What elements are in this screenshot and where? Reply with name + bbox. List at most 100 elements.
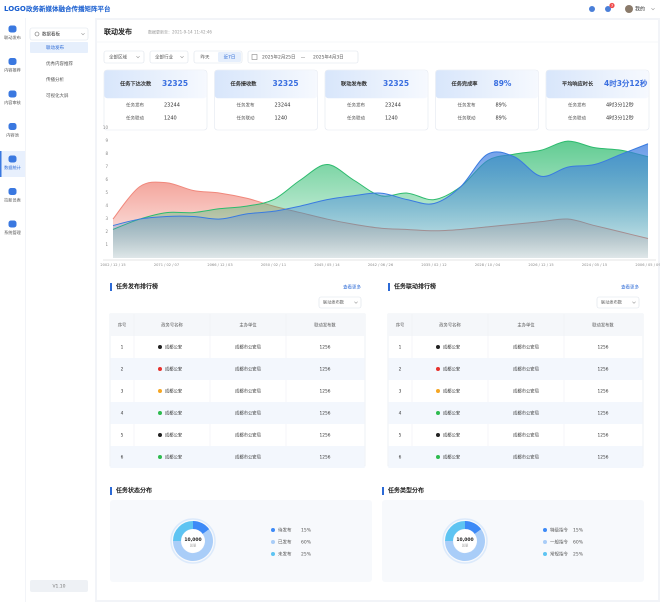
- account-name[interactable]: 成都公安: [443, 410, 461, 417]
- sidebar-icon[interactable]: [8, 155, 17, 163]
- sidebar-item[interactable]: 内容池: [6, 132, 19, 139]
- account-name[interactable]: 成都公安: [443, 344, 461, 351]
- account-name[interactable]: 成都公安: [443, 388, 461, 395]
- legend-value: 25%: [301, 552, 312, 558]
- sidebar-icon[interactable]: [8, 90, 17, 98]
- table-head: 序号: [118, 322, 127, 329]
- donut-slice: [192, 521, 210, 535]
- platform-icon: [158, 433, 162, 437]
- filter-week[interactable]: 近7日: [224, 54, 236, 61]
- rank: 1: [121, 345, 124, 351]
- table-row-bg: [388, 446, 643, 468]
- account-name[interactable]: 成都公安: [165, 388, 183, 395]
- kpi-row-label: 任务联动: [347, 115, 365, 122]
- icon-screen[interactable]: [589, 6, 595, 12]
- sidebar-icon[interactable]: [8, 25, 17, 33]
- sort-select[interactable]: [596, 296, 640, 309]
- chevron: [354, 301, 358, 304]
- platform-icon: [158, 411, 162, 415]
- sidebar-item[interactable]: 联动发布: [4, 34, 21, 41]
- submenu: [26, 18, 95, 602]
- sidebar-item[interactable]: 拉新员表: [4, 197, 22, 204]
- publish-count: 1256: [320, 367, 331, 373]
- account-name[interactable]: 成都公安: [165, 432, 183, 439]
- publish-count: 1256: [320, 345, 331, 351]
- sidebar-icon[interactable]: [8, 123, 17, 130]
- kpi-value: 4时3分12秒: [604, 78, 648, 88]
- filter-box[interactable]: [247, 50, 359, 64]
- y-tick-label: 9: [105, 138, 108, 143]
- submenu-item[interactable]: 优秀内容推荐: [46, 60, 73, 67]
- platform-icon: [436, 455, 440, 459]
- avatar[interactable]: [625, 5, 633, 13]
- filter-week-selected[interactable]: [218, 52, 241, 62]
- version: V1.10: [52, 584, 65, 590]
- sidebar-item[interactable]: 内容推荐: [4, 67, 21, 74]
- date-start: 2025年2月25日: [262, 54, 296, 61]
- legend-value: 60%: [301, 540, 312, 546]
- rank: 6: [399, 455, 402, 461]
- submenu-item[interactable]: 传播分析: [46, 76, 64, 83]
- donut-total: 10,000: [456, 537, 473, 543]
- account-name[interactable]: 成都公安: [443, 454, 461, 461]
- sidebar-icon[interactable]: [8, 188, 17, 195]
- ranking-title: 任务联动排行榜: [393, 283, 436, 291]
- sidebar: [0, 18, 25, 602]
- rank: 6: [121, 455, 124, 461]
- sidebar-icon[interactable]: [8, 220, 17, 228]
- donut-total-label: 总量: [462, 543, 469, 548]
- platform-icon: [436, 367, 440, 371]
- view-more[interactable]: 查看更多: [621, 284, 639, 291]
- kpi-row-value: 23244: [164, 103, 180, 109]
- sidebar-icon[interactable]: [8, 58, 17, 65]
- platform-icon: [158, 367, 162, 371]
- submenu-title: 数据看板: [42, 31, 60, 38]
- section-bar: [388, 283, 390, 291]
- organization: 成都市公安局: [513, 344, 539, 351]
- filter-box[interactable]: [103, 50, 145, 64]
- sort-select[interactable]: [318, 296, 362, 309]
- account-name[interactable]: 成都公安: [165, 344, 183, 351]
- filter-region: 全部区域: [109, 54, 127, 61]
- publish-count: 1256: [598, 345, 609, 351]
- version-box: [30, 580, 88, 592]
- account-name[interactable]: 成都公安: [165, 454, 183, 461]
- section-title: 任务状态分布: [115, 487, 152, 495]
- donut-slice: [173, 521, 194, 542]
- publish-count: 1256: [598, 389, 609, 395]
- view-more[interactable]: 查看更多: [343, 284, 361, 291]
- table: [109, 313, 366, 467]
- sidebar-item[interactable]: 数据统计: [4, 164, 21, 171]
- filter-yesterday[interactable]: 昨天: [201, 54, 210, 61]
- organization: 成都市公安局: [513, 410, 539, 417]
- kpi-card-head: [325, 70, 428, 99]
- x-tick-label: 2035 / 02 / 12: [421, 263, 446, 267]
- rank: 3: [399, 389, 402, 395]
- account-name[interactable]: 成都公安: [165, 410, 183, 417]
- account-name[interactable]: 成都公安: [443, 432, 461, 439]
- submenu-item[interactable]: 可视化大屏: [46, 92, 69, 99]
- legend-dot: [543, 552, 547, 556]
- updated-at: 数据更新至：2021-9-14 11:42:46: [148, 29, 212, 35]
- account-name[interactable]: 成都公安: [165, 366, 183, 373]
- chevron: [136, 55, 140, 59]
- x-tick-label: 2042 / 06 / 26: [368, 263, 394, 267]
- sidebar-item[interactable]: 系统管理: [4, 229, 22, 236]
- kpi-row-value: 4时3分12秒: [606, 102, 634, 109]
- account-name[interactable]: 成都公安: [443, 366, 461, 373]
- y-tick-label: 7: [105, 164, 108, 169]
- user-name[interactable]: 我的: [635, 6, 645, 13]
- x-tick-label: 2002 / 12 / 15: [100, 263, 125, 267]
- kpi-row-label: 任务联动: [568, 115, 586, 122]
- organization: 成都市公安局: [235, 410, 261, 417]
- sidebar-active-bar: [0, 151, 2, 177]
- icon-bell[interactable]: [605, 6, 611, 12]
- sidebar-item[interactable]: 内容审核: [4, 99, 22, 106]
- platform-icon: [436, 433, 440, 437]
- submenu-dropdown[interactable]: [29, 27, 89, 41]
- filter-box[interactable]: [149, 50, 189, 64]
- submenu-item[interactable]: 联动发布: [46, 44, 64, 51]
- y-tick-label: 1: [105, 242, 108, 247]
